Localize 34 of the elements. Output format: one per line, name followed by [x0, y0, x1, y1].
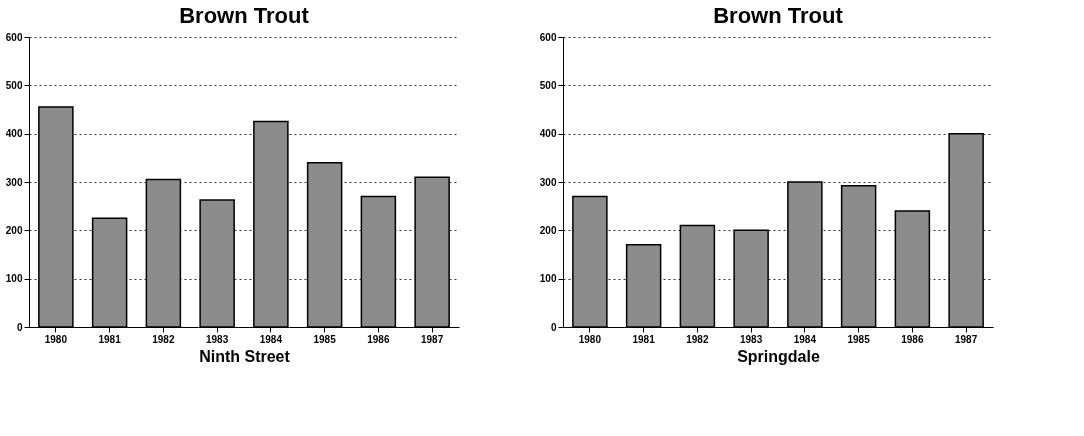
x-tick-label: 1984 [793, 333, 817, 345]
y-tick-label: 600 [539, 31, 557, 43]
x-tick-label: 1986 [367, 333, 390, 345]
x-tick-label: 1982 [686, 333, 709, 345]
y-tick-label: 0 [550, 321, 557, 333]
y-tick-label: 400 [539, 128, 557, 140]
x-tick-label: 1981 [632, 333, 656, 345]
x-axis-title: Springdale [737, 347, 820, 365]
x-tick-label: 1984 [259, 333, 283, 345]
x-tick-label: 1983 [206, 333, 229, 345]
x-tick-label: 1980 [44, 333, 68, 345]
y-tick-label: 500 [539, 79, 557, 91]
x-tick-label: 1985 [847, 333, 871, 345]
x-tick-label: 1985 [313, 333, 337, 345]
x-tick-label: 1986 [901, 333, 924, 345]
y-tick-label: 300 [5, 176, 23, 188]
y-tick-label: 500 [5, 79, 23, 91]
x-tick-label: 1982 [152, 333, 175, 345]
y-tick-label: 300 [539, 176, 557, 188]
y-tick-label: 200 [5, 224, 23, 236]
chart-title: Brown Trout [713, 3, 844, 28]
x-tick-label: 1987 [955, 333, 978, 345]
y-tick-label: 200 [539, 224, 557, 236]
x-axis-title: Ninth Street [199, 347, 291, 365]
y-tick-label: 600 [5, 31, 23, 43]
x-tick-label: 1987 [421, 333, 444, 345]
chart-title: Brown Trout [179, 3, 310, 28]
y-tick-label: 400 [5, 128, 23, 140]
x-tick-label: 1981 [98, 333, 122, 345]
y-tick-label: 100 [5, 273, 23, 285]
x-tick-label: 1983 [740, 333, 763, 345]
y-tick-label: 100 [539, 273, 557, 285]
x-tick-label: 1980 [578, 333, 602, 345]
y-tick-label: 0 [16, 321, 23, 333]
